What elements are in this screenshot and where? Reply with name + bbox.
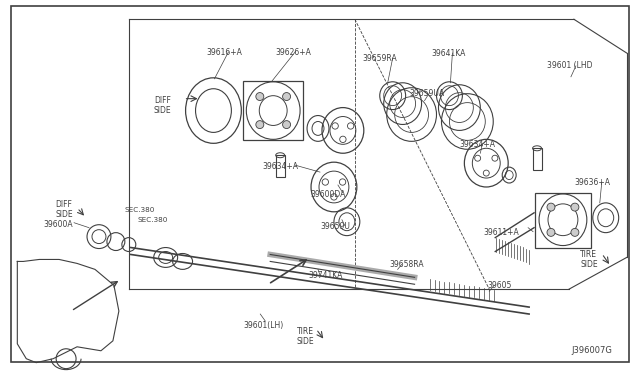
Text: 39658RA: 39658RA xyxy=(390,260,424,269)
Bar xyxy=(533,148,542,170)
Circle shape xyxy=(571,228,579,236)
Text: 39601(LH): 39601(LH) xyxy=(243,321,284,330)
Text: 39659U: 39659U xyxy=(320,222,350,231)
Text: TIRE
SIDE: TIRE SIDE xyxy=(296,327,314,346)
Text: 39600DA: 39600DA xyxy=(310,190,346,199)
Circle shape xyxy=(256,121,264,129)
Text: 39601 (LHD: 39601 (LHD xyxy=(547,61,593,70)
Text: TIRE
SIDE: TIRE SIDE xyxy=(580,250,598,269)
Bar xyxy=(535,193,591,247)
Text: 39659RA: 39659RA xyxy=(363,54,397,63)
Text: 39741KA: 39741KA xyxy=(308,271,342,280)
Text: 39634+A: 39634+A xyxy=(460,140,495,149)
Text: DIFF
SIDE: DIFF SIDE xyxy=(154,96,172,115)
Circle shape xyxy=(547,228,555,236)
Text: 39626+A: 39626+A xyxy=(275,48,311,57)
Text: J396007G: J396007G xyxy=(571,346,612,355)
Text: 39659UA: 39659UA xyxy=(410,89,445,98)
Bar xyxy=(243,81,303,140)
Text: 39636+A: 39636+A xyxy=(575,178,611,187)
Circle shape xyxy=(283,93,291,100)
Text: 39600A: 39600A xyxy=(44,220,73,229)
Circle shape xyxy=(256,93,264,100)
Circle shape xyxy=(547,203,555,211)
Bar xyxy=(276,155,285,177)
Text: 39605: 39605 xyxy=(487,281,511,290)
Text: SEC.380: SEC.380 xyxy=(138,217,168,223)
Text: SEC.380: SEC.380 xyxy=(125,207,156,213)
Text: 39634+A: 39634+A xyxy=(262,162,298,171)
Text: 39611+A: 39611+A xyxy=(483,228,519,237)
Circle shape xyxy=(571,203,579,211)
Text: 39616+A: 39616+A xyxy=(207,48,243,57)
Text: 39641KA: 39641KA xyxy=(431,49,466,58)
Circle shape xyxy=(283,121,291,129)
Text: DIFF
SIDE: DIFF SIDE xyxy=(55,200,73,219)
